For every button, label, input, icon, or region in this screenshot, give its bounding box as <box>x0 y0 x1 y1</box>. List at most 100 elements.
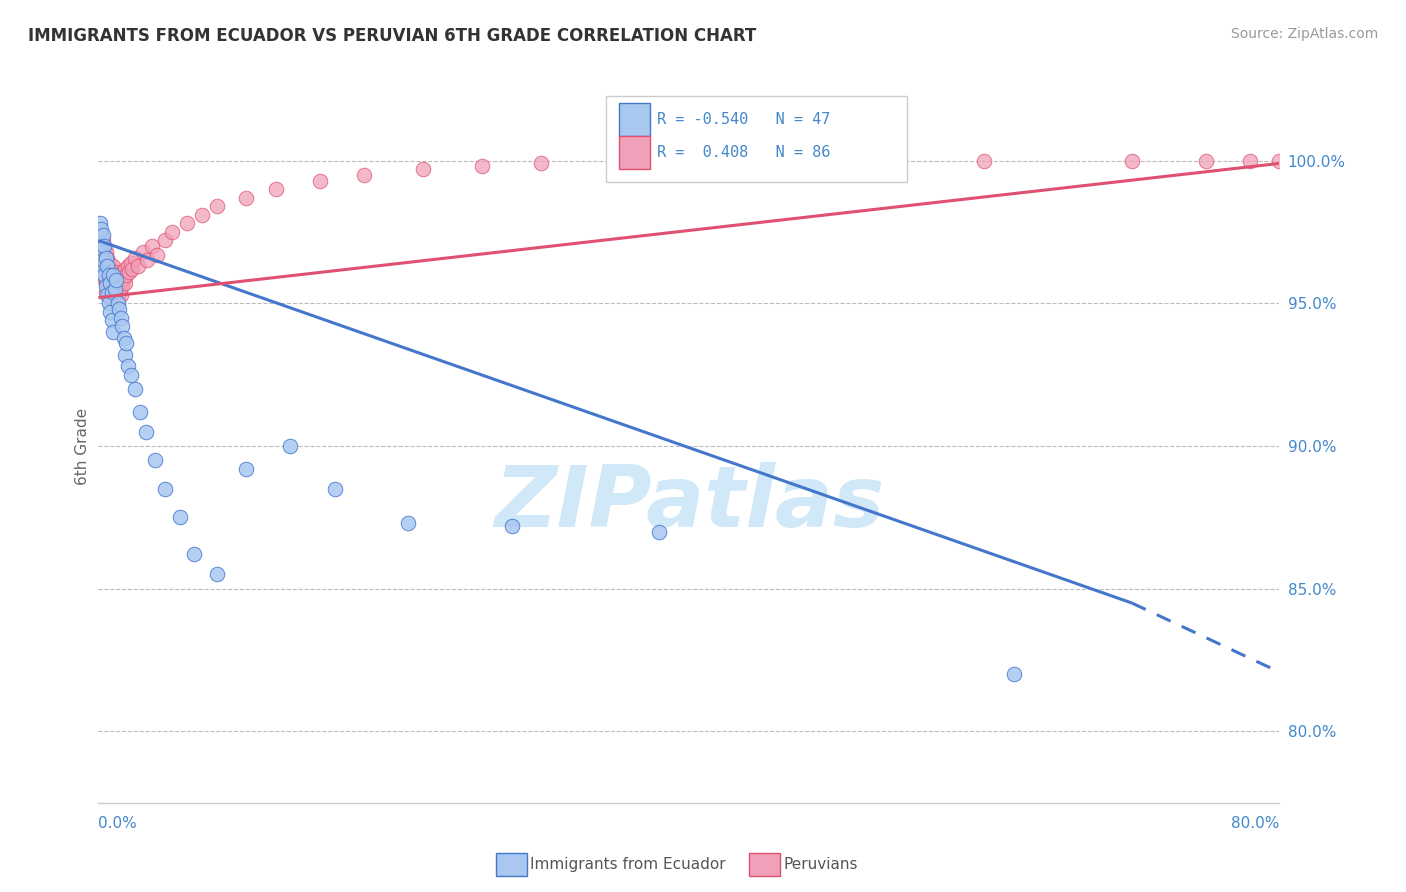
Point <box>90 262 112 277</box>
Text: 80.0%: 80.0% <box>1232 816 1279 831</box>
Point <box>205 567 228 582</box>
Point <box>1239 153 1261 168</box>
Point <box>98 262 121 277</box>
Point <box>107 296 129 310</box>
Point <box>108 268 131 282</box>
Point <box>91 248 114 262</box>
Point <box>124 251 146 265</box>
Point <box>136 253 159 268</box>
Point <box>107 291 129 305</box>
Point <box>115 336 138 351</box>
Y-axis label: 6th Grade: 6th Grade <box>75 408 90 484</box>
Point <box>100 285 122 299</box>
Point <box>97 270 120 285</box>
Text: ZIPatlas: ZIPatlas <box>494 461 884 545</box>
Point <box>117 259 139 273</box>
Text: Immigrants from Ecuador: Immigrants from Ecuador <box>530 857 725 871</box>
Point <box>97 256 120 270</box>
Point <box>1121 153 1143 168</box>
Point <box>97 268 120 282</box>
Point <box>120 256 142 270</box>
Point <box>93 268 115 282</box>
Point <box>107 277 129 291</box>
Point <box>96 265 118 279</box>
Point <box>235 462 257 476</box>
Point <box>104 265 127 279</box>
Point <box>108 282 131 296</box>
Text: IMMIGRANTS FROM ECUADOR VS PERUVIAN 6TH GRADE CORRELATION CHART: IMMIGRANTS FROM ECUADOR VS PERUVIAN 6TH … <box>28 27 756 45</box>
Point <box>825 153 848 168</box>
Point <box>120 368 142 382</box>
Point <box>530 156 553 170</box>
Point <box>412 162 434 177</box>
Point <box>97 285 120 299</box>
Point <box>264 182 287 196</box>
Point <box>183 548 205 562</box>
Point <box>191 208 214 222</box>
Point <box>94 273 117 287</box>
Point <box>162 225 183 239</box>
Point <box>323 482 346 496</box>
Point <box>396 516 419 530</box>
FancyBboxPatch shape <box>619 136 650 169</box>
Point <box>108 301 131 316</box>
Point <box>110 310 132 325</box>
Text: Peruvians: Peruvians <box>783 857 858 871</box>
Text: Source: ZipAtlas.com: Source: ZipAtlas.com <box>1230 27 1378 41</box>
Point <box>103 273 125 287</box>
Point <box>93 239 115 253</box>
Point <box>127 259 149 273</box>
Point <box>153 234 176 248</box>
Point <box>648 524 671 539</box>
Point <box>89 256 111 270</box>
Point <box>100 313 122 327</box>
Point <box>111 319 134 334</box>
Point <box>98 277 121 291</box>
Point <box>114 348 136 362</box>
Point <box>117 359 139 373</box>
Point <box>143 453 166 467</box>
Point <box>94 244 117 259</box>
Point <box>110 273 132 287</box>
Point <box>501 519 523 533</box>
Point <box>90 244 112 259</box>
Point <box>94 285 117 299</box>
Point <box>103 325 125 339</box>
Point <box>169 510 191 524</box>
Point <box>93 268 115 282</box>
Point <box>132 244 155 259</box>
Point <box>98 291 121 305</box>
Point <box>91 270 114 285</box>
FancyBboxPatch shape <box>606 96 907 182</box>
Point <box>115 268 138 282</box>
Point <box>135 425 157 439</box>
Text: R =  0.408   N = 86: R = 0.408 N = 86 <box>657 145 831 161</box>
Point <box>91 227 114 242</box>
Point <box>153 482 176 496</box>
Point <box>278 439 302 453</box>
Point <box>111 265 134 279</box>
Point <box>751 153 773 168</box>
Point <box>89 216 111 230</box>
Point <box>121 262 143 277</box>
Text: R = -0.540   N = 47: R = -0.540 N = 47 <box>657 112 831 127</box>
Text: 0.0%: 0.0% <box>98 816 138 831</box>
Point <box>128 405 150 419</box>
Point <box>112 330 135 344</box>
Point <box>205 199 228 213</box>
FancyBboxPatch shape <box>619 103 650 136</box>
Point <box>105 285 128 299</box>
Point <box>89 244 111 259</box>
Point <box>678 153 700 168</box>
Point <box>94 251 117 265</box>
Point <box>176 216 198 230</box>
Point <box>90 227 112 242</box>
Point <box>96 251 118 265</box>
Point <box>91 253 114 268</box>
Point <box>98 277 121 291</box>
Point <box>94 259 117 273</box>
Point <box>103 268 125 282</box>
Point <box>89 236 111 251</box>
Point <box>90 222 112 236</box>
Point <box>103 259 125 273</box>
